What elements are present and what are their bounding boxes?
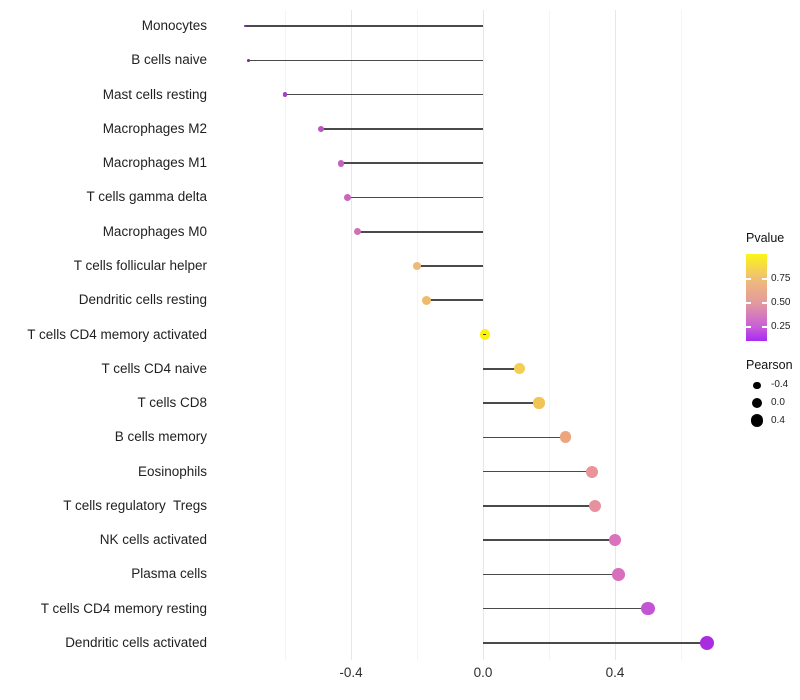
lollipop-stem bbox=[347, 196, 483, 199]
lollipop-dot bbox=[700, 635, 715, 650]
lollipop-dot bbox=[513, 363, 525, 375]
lollipop-dot bbox=[611, 568, 625, 581]
lollipop-dot bbox=[641, 602, 655, 616]
y-axis-label: T cells follicular helper bbox=[73, 257, 207, 273]
x-tick-label: -0.4 bbox=[339, 665, 363, 680]
y-axis-label: B cells naive bbox=[131, 52, 207, 68]
lollipop-stem bbox=[483, 642, 708, 644]
lollipop-dot bbox=[422, 295, 432, 305]
y-axis-label: NK cells activated bbox=[99, 532, 207, 548]
size-legend-label: 0.4 bbox=[771, 414, 785, 426]
colorbar-tick-label: 0.75 bbox=[771, 273, 791, 285]
y-axis-label: B cells memory bbox=[114, 429, 207, 445]
lollipop-stem bbox=[426, 299, 483, 302]
y-axis-label: Dendritic cells activated bbox=[65, 634, 207, 650]
lollipop-stem bbox=[483, 436, 566, 439]
colorbar-tick bbox=[762, 326, 767, 328]
colorbar-tick-label: 0.25 bbox=[771, 320, 791, 332]
colorbar-tick bbox=[746, 302, 751, 304]
lollipop-stem bbox=[321, 128, 483, 130]
pvalue-legend-title: Pvalue bbox=[746, 231, 785, 245]
lollipop-stem bbox=[483, 368, 520, 370]
lollipop-dot bbox=[247, 58, 251, 62]
x-tick-label: 0.4 bbox=[605, 665, 625, 680]
lollipop-stem bbox=[483, 470, 592, 473]
lollipop-stem bbox=[483, 539, 615, 541]
y-axis-label: T cells CD4 memory activated bbox=[27, 326, 207, 342]
y-axis-label: Macrophages M0 bbox=[102, 223, 207, 239]
size-legend-dot bbox=[753, 381, 761, 389]
y-axis-label: Eosinophils bbox=[137, 463, 207, 479]
lollipop-dot bbox=[337, 159, 345, 167]
y-axis-label: T cells CD4 naive bbox=[101, 360, 207, 376]
size-legend-label: -0.4 bbox=[771, 379, 789, 391]
size-legend-label: 0.0 bbox=[771, 397, 785, 408]
y-axis-label: Dendritic cells resting bbox=[78, 292, 207, 308]
lollipop-dot bbox=[318, 125, 325, 132]
lollipop-stem-tip bbox=[483, 333, 487, 336]
lollipop-dot bbox=[244, 24, 247, 28]
lollipop-dot bbox=[589, 499, 602, 512]
colorbar-tick bbox=[762, 278, 767, 280]
lollipop-stem bbox=[248, 59, 483, 62]
lollipop-stem bbox=[483, 505, 596, 507]
lollipop-dot bbox=[559, 431, 572, 444]
lollipop-stem bbox=[483, 402, 540, 404]
lollipop-dot bbox=[282, 92, 288, 98]
y-axis-label: Macrophages M2 bbox=[102, 120, 207, 136]
lollipop-dot bbox=[353, 228, 362, 236]
lollipop-stem bbox=[357, 230, 483, 233]
minor-gridline bbox=[548, 10, 550, 660]
y-axis-label: T cells gamma delta bbox=[86, 189, 207, 205]
lollipop-stem bbox=[483, 607, 648, 610]
lollipop-stem bbox=[483, 573, 619, 576]
colorbar-tick bbox=[762, 302, 767, 304]
colorbar-tick bbox=[746, 278, 751, 280]
y-axis-label: T cells regulatory Tregs bbox=[63, 497, 207, 513]
colorbar-tick-label: 0.50 bbox=[771, 297, 791, 309]
size-legend-dot bbox=[750, 414, 764, 427]
lollipop-dot bbox=[585, 465, 598, 478]
x-tick-label: 0.0 bbox=[473, 665, 493, 680]
y-axis-label: Macrophages M1 bbox=[102, 155, 207, 171]
lollipop-dot bbox=[533, 397, 545, 409]
major-gridline bbox=[350, 10, 352, 660]
lollipop-dot bbox=[344, 193, 352, 201]
size-legend-dot bbox=[751, 397, 763, 409]
y-axis-label: Monocytes bbox=[141, 18, 207, 34]
minor-gridline bbox=[680, 10, 682, 660]
lollipop-stem bbox=[245, 25, 483, 27]
pearson-legend-title: Pearson bbox=[746, 358, 793, 372]
minor-gridline bbox=[416, 10, 418, 660]
colorbar-tick bbox=[746, 326, 751, 328]
lollipop-stem bbox=[285, 93, 483, 96]
lollipop-stem bbox=[417, 265, 483, 267]
y-axis-label: Plasma cells bbox=[131, 566, 207, 582]
y-axis-label: T cells CD4 memory resting bbox=[40, 600, 207, 616]
lollipop-stem bbox=[341, 162, 483, 164]
y-axis-label: T cells CD8 bbox=[137, 395, 207, 411]
lollipop-dot bbox=[412, 261, 422, 271]
lollipop-dot bbox=[608, 533, 622, 547]
major-gridline bbox=[614, 10, 616, 660]
y-axis-label: Mast cells resting bbox=[102, 86, 207, 102]
minor-gridline bbox=[284, 10, 286, 660]
pvalue-colorbar bbox=[746, 254, 767, 341]
